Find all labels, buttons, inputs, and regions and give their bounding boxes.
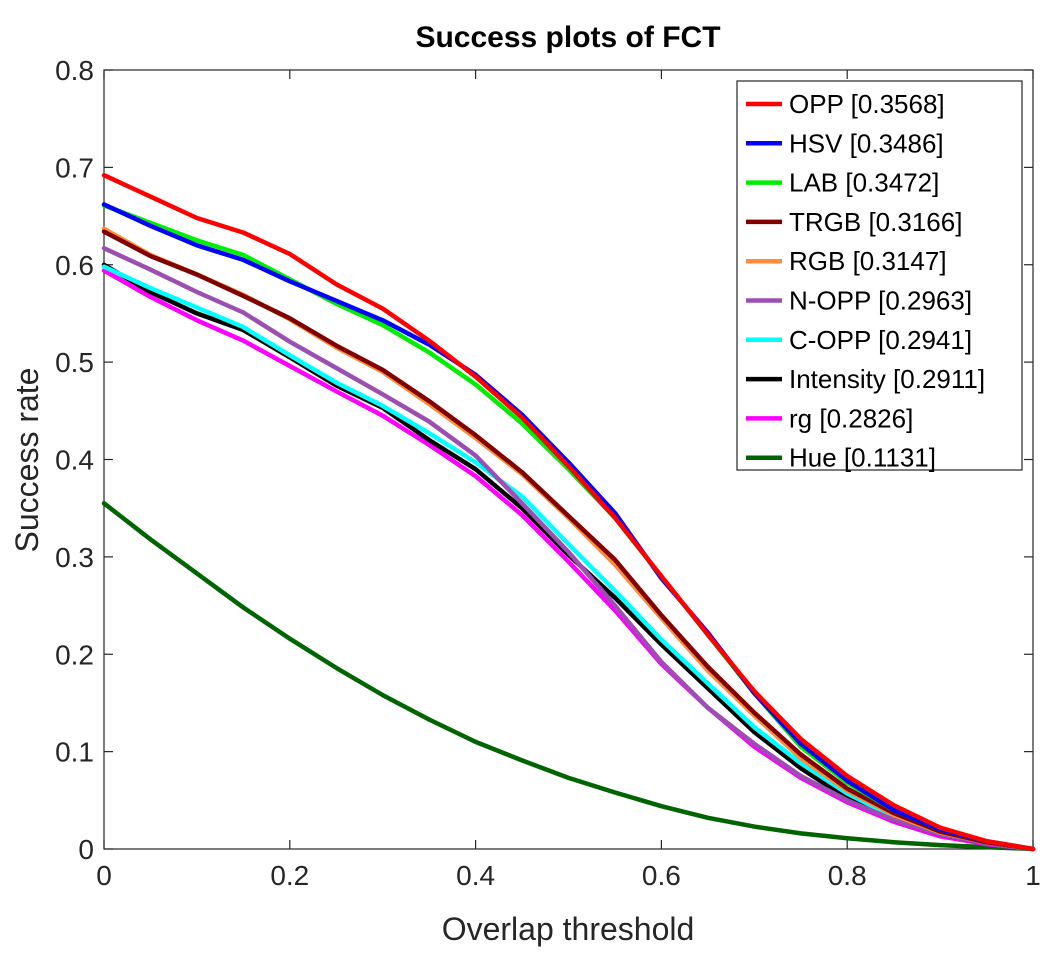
- series-line-n-opp: [101, 245, 1036, 852]
- y-tick-label: 0.2: [55, 639, 94, 670]
- x-tick-label: 0: [96, 860, 112, 891]
- legend-label-opp: OPP [0.3568]: [789, 89, 945, 119]
- x-axis-label: Overlap threshold: [442, 911, 695, 947]
- y-tick-label: 0.1: [55, 737, 94, 768]
- series-line-hsv: [101, 202, 1036, 852]
- x-tick-label: 0.4: [456, 860, 495, 891]
- legend-label-trgb: TRGB [0.3166]: [789, 207, 962, 237]
- series-line-opp: [101, 172, 1036, 852]
- x-tick-label: 0.8: [828, 860, 867, 891]
- chart-title: Success plots of FCT: [415, 21, 720, 54]
- legend-label-lab: LAB [0.3472]: [789, 168, 939, 198]
- y-tick-label: 0.5: [55, 347, 94, 378]
- legend-label-rg: rg [0.2826]: [789, 403, 913, 433]
- legend-label-intensity: Intensity [0.2911]: [789, 364, 985, 394]
- x-tick-label: 0.6: [642, 860, 681, 891]
- series-line-trgb: [101, 229, 1036, 852]
- legend-label-hsv: HSV [0.3486]: [789, 128, 944, 158]
- y-tick-label: 0.4: [55, 445, 94, 476]
- y-axis-label: Success rate: [9, 368, 45, 553]
- y-tick-label: 0.8: [55, 55, 94, 86]
- x-tick-label: 0.2: [270, 860, 309, 891]
- series-line-hue: [101, 501, 1036, 852]
- legend: OPP [0.3568] HSV [0.3486] LAB [0.3472] TRGB…: [736, 80, 1023, 473]
- legend-label-c-opp: C-OPP [0.2941]: [789, 325, 972, 355]
- y-tick-label: 0.7: [55, 152, 94, 183]
- series-layer: [101, 172, 1036, 852]
- y-tick-label: 0.6: [55, 250, 94, 281]
- y-tick-label: 0: [78, 834, 94, 865]
- y-tick-label: 0.3: [55, 542, 94, 573]
- x-tick-label: 1: [1025, 860, 1041, 891]
- legend-box: [736, 80, 1023, 471]
- plot-axes: 0 0.2 0.4 0.6 0.8 1 0 0.1 0.2 0.3 0.4 0.5 0.6 0.7 0.8: [55, 55, 1041, 891]
- legend-label-n-opp: N-OPP [0.2963]: [789, 286, 972, 316]
- legend-label-hue: Hue [0.1131]: [789, 443, 936, 473]
- legend-label-rgb: RGB [0.3147]: [789, 246, 947, 276]
